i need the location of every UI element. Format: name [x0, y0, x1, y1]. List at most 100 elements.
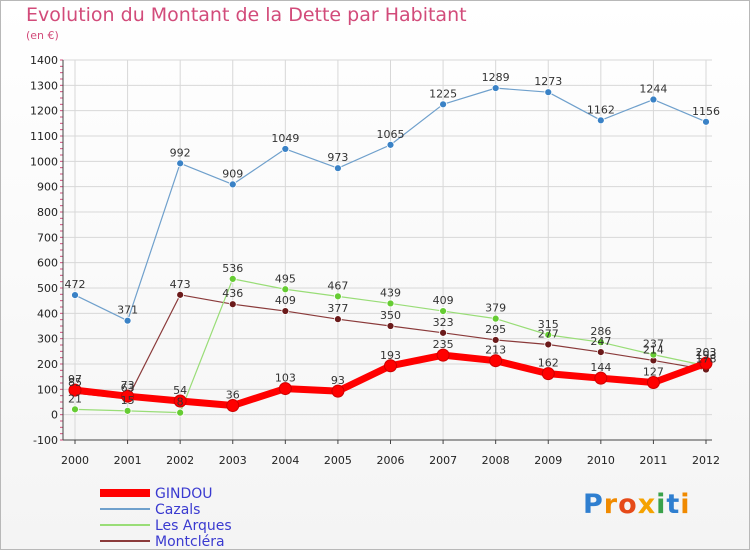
data-label: 1049 [271, 132, 299, 145]
data-point [176, 290, 185, 299]
data-point [386, 322, 395, 330]
data-point [281, 307, 290, 315]
logo-letter: r [603, 489, 619, 520]
data-point [281, 145, 290, 153]
y-tick-label: 300 [37, 333, 58, 346]
legend-label: Cazals [155, 502, 200, 518]
data-label: 193 [380, 349, 401, 362]
y-tick-label: 400 [37, 307, 58, 320]
legend-label: Montcléra [155, 534, 225, 550]
data-point [541, 367, 555, 381]
data-point [278, 382, 292, 396]
data-point [596, 348, 605, 356]
legend-label: Les Arques [155, 518, 232, 534]
data-point [596, 338, 605, 347]
data-label: 350 [380, 309, 401, 322]
logo-letter: P [583, 489, 604, 520]
data-point [334, 164, 342, 173]
data-label: 237 [643, 338, 664, 351]
data-point [544, 88, 553, 97]
data-label: 409 [433, 294, 454, 307]
data-point [226, 399, 240, 413]
x-tick-label: 2010 [587, 454, 615, 467]
data-point [228, 274, 237, 283]
y-tick-label: 200 [37, 358, 58, 371]
data-point [384, 359, 397, 373]
data-label: 36 [226, 389, 240, 402]
data-label: 93 [331, 374, 345, 387]
data-label: 213 [485, 344, 506, 357]
data-label: 21 [68, 392, 82, 405]
x-tick-label: 2006 [377, 454, 405, 467]
data-label: 203 [696, 346, 717, 359]
data-point [491, 336, 500, 344]
y-tick-label: 1300 [30, 79, 58, 92]
data-label: 235 [433, 338, 454, 351]
data-point [649, 350, 658, 359]
data-label: 54 [173, 384, 187, 397]
data-label: 247 [590, 335, 611, 348]
y-tick-label: 1200 [30, 105, 58, 118]
data-point [334, 292, 342, 301]
data-point [491, 314, 500, 323]
data-point [491, 84, 500, 93]
data-label: 15 [121, 394, 135, 407]
x-tick-label: 2003 [219, 454, 247, 467]
data-point [544, 330, 553, 339]
data-point [699, 356, 713, 370]
data-label: 103 [275, 372, 296, 385]
legend-label: GINDOU [155, 486, 213, 502]
data-label: 144 [590, 361, 611, 374]
data-label: 1244 [639, 83, 667, 96]
data-point [646, 375, 660, 389]
data-label: 127 [643, 365, 664, 378]
data-label: 371 [117, 304, 138, 317]
y-tick-label: 1000 [30, 155, 58, 168]
data-point [334, 315, 342, 324]
data-label: 1156 [692, 105, 720, 118]
data-label: 214 [643, 343, 664, 356]
y-tick-label: 700 [37, 231, 58, 244]
y-tick-label: -100 [33, 434, 58, 447]
data-label: 73 [121, 379, 135, 392]
x-tick-label: 2008 [482, 454, 510, 467]
data-label: 277 [538, 327, 559, 340]
x-tick-label: 2001 [114, 454, 142, 467]
data-point [71, 405, 79, 414]
x-tick-label: 2004 [271, 454, 299, 467]
logo-letter: x [637, 489, 657, 520]
data-point [176, 159, 185, 168]
data-point [281, 285, 290, 294]
data-point [594, 371, 608, 385]
data-label: 473 [170, 278, 191, 291]
y-tick-label: 100 [37, 383, 58, 396]
data-point [439, 307, 447, 315]
x-tick-label: 2007 [429, 454, 457, 467]
logo-letter: i [656, 489, 667, 520]
data-label: 1162 [587, 103, 615, 116]
data-label: 8 [177, 396, 184, 409]
logo-letter: t [666, 489, 681, 520]
data-point [71, 291, 79, 299]
logo-letter: i [680, 489, 691, 520]
data-point [121, 389, 135, 403]
data-point [228, 300, 237, 309]
data-point [123, 406, 132, 415]
data-label: 909 [222, 167, 243, 180]
data-point [386, 140, 395, 149]
data-label: 193 [696, 349, 717, 362]
data-label: 85 [68, 376, 82, 389]
data-label: 495 [275, 272, 296, 285]
proxiti-logo: Proxiti [583, 489, 691, 520]
data-point [439, 328, 447, 337]
data-label: 1065 [377, 128, 405, 141]
data-label: 295 [485, 323, 506, 336]
data-label: 97 [68, 373, 82, 386]
data-label: 1273 [534, 75, 562, 88]
data-point [649, 95, 658, 104]
data-point [68, 383, 82, 397]
data-label: 1289 [482, 71, 510, 84]
data-label: 1225 [429, 87, 457, 100]
